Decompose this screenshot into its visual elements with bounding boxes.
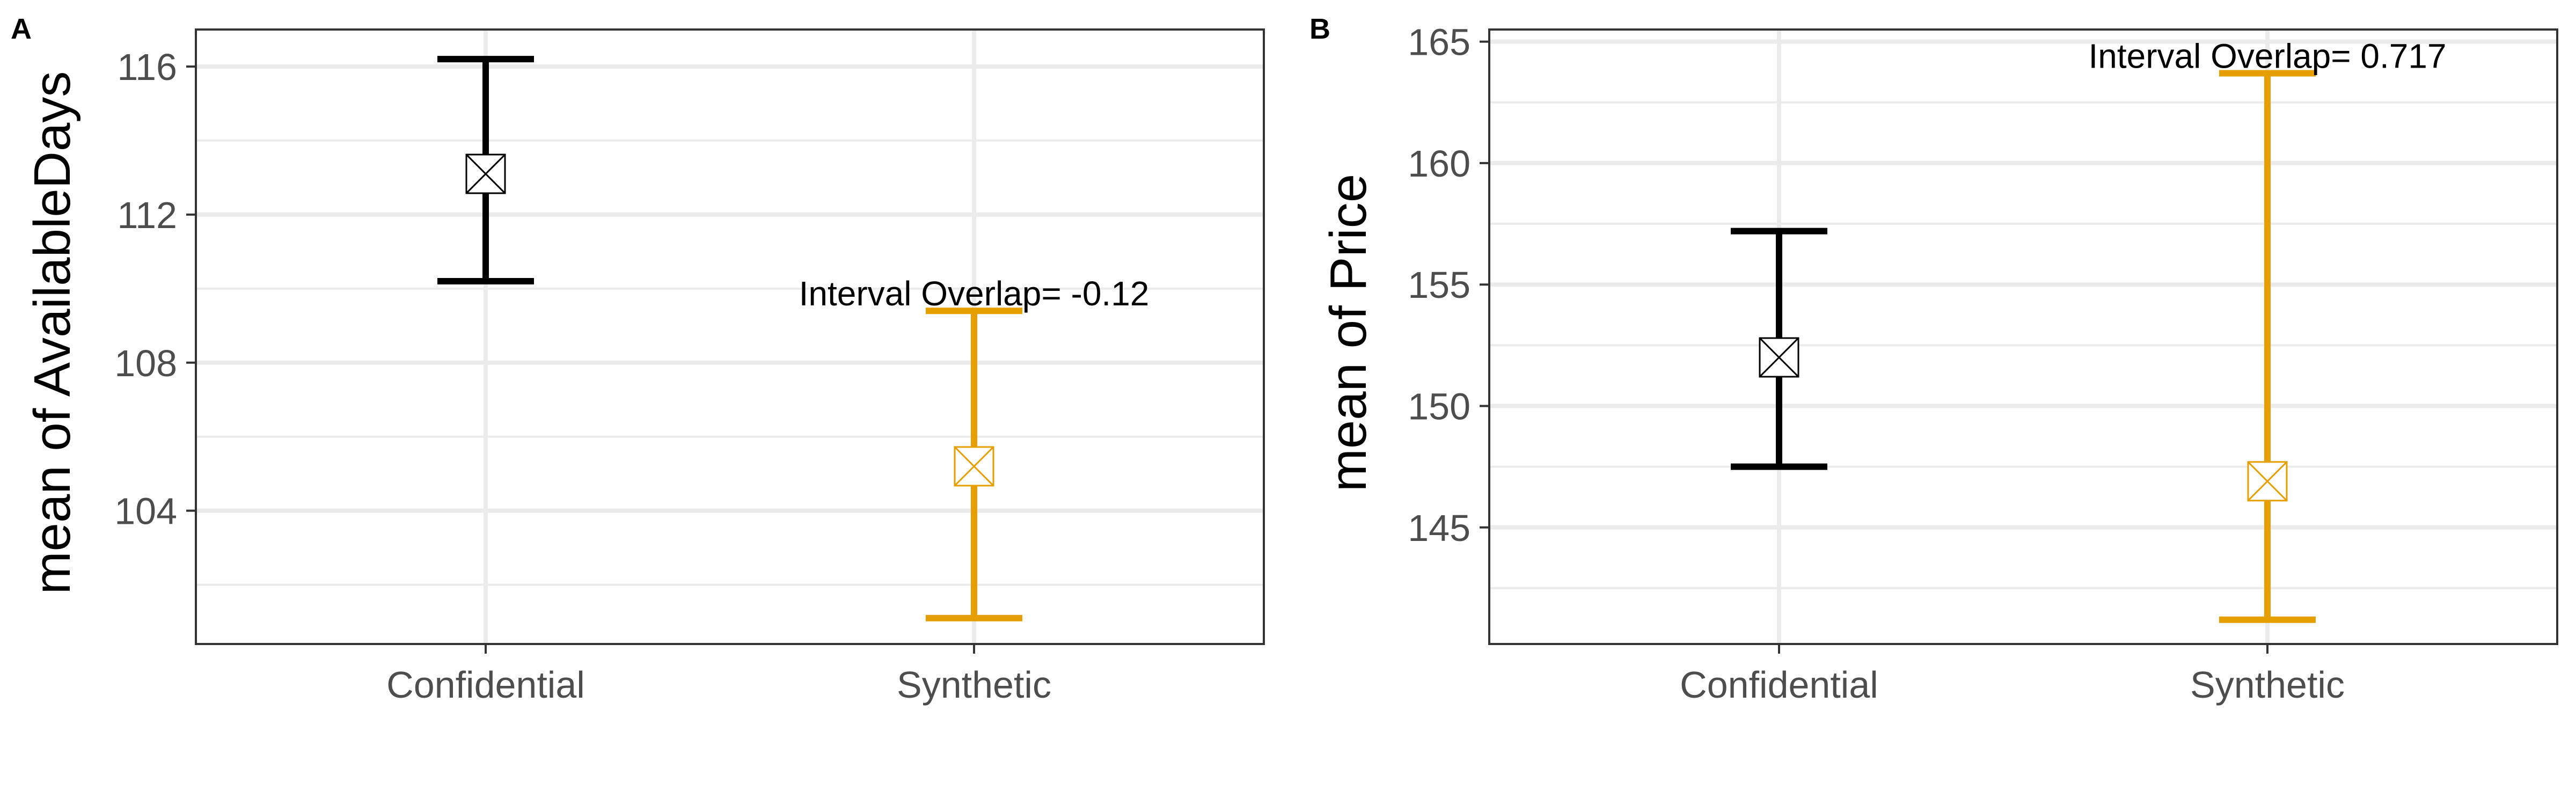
- y-tick-label: 165: [1408, 21, 1470, 63]
- y-tick-label: 112: [117, 194, 177, 236]
- panel-a-plot-area: 104 108 112 116 Confidential Synthetic Interva…: [114, 28, 1265, 706]
- panel-b-letter: B: [1309, 13, 1330, 45]
- mean-point-synthetic: [2247, 461, 2288, 502]
- panel-border: [195, 28, 1265, 645]
- x-tick-label: Synthetic: [2190, 664, 2345, 706]
- panel-border: [1488, 28, 2558, 645]
- y-tick-label: 104: [114, 491, 177, 532]
- panel-b-ylabel: mean of Price: [1320, 174, 1377, 492]
- interval-overlap-annotation: Interval Overlap= 0.717: [2088, 36, 2446, 75]
- y-tick-label: 155: [1408, 264, 1470, 306]
- y-tick-label: 145: [1408, 507, 1470, 549]
- x-tick-label: Synthetic: [897, 664, 1051, 706]
- panel-b-plot-area: 145 150 155 160 165 Confidential Synthetic Inte…: [1408, 21, 2558, 706]
- mean-point-confidential: [465, 153, 506, 194]
- y-tick-label: 160: [1408, 143, 1470, 185]
- interval-overlap-annotation: Interval Overlap= -0.12: [799, 274, 1150, 313]
- y-tick-label: 116: [117, 46, 177, 88]
- panel-b: B mean of Price 145 150 155 160 165 Confident…: [1309, 13, 2558, 706]
- y-tick-label: 108: [114, 342, 177, 384]
- mean-point-synthetic: [954, 446, 994, 487]
- y-tick-label: 150: [1408, 385, 1470, 427]
- panel-a-letter: A: [11, 13, 32, 45]
- mean-marker-cross: [954, 446, 994, 486]
- error-bar-synthetic: [2219, 70, 2316, 623]
- mean-marker-cross: [465, 153, 506, 194]
- panel-a-ylabel: mean of AvailableDays: [24, 71, 81, 595]
- mean-marker-cross: [1759, 337, 1799, 378]
- mean-point-confidential: [1759, 337, 1799, 378]
- mean-marker-cross: [2247, 461, 2288, 501]
- x-tick-label: Confidential: [386, 664, 585, 706]
- x-tick-label: Confidential: [1680, 664, 1878, 706]
- panel-a: A mean of AvailableDays 104 108 112 116 Conf…: [11, 13, 1265, 706]
